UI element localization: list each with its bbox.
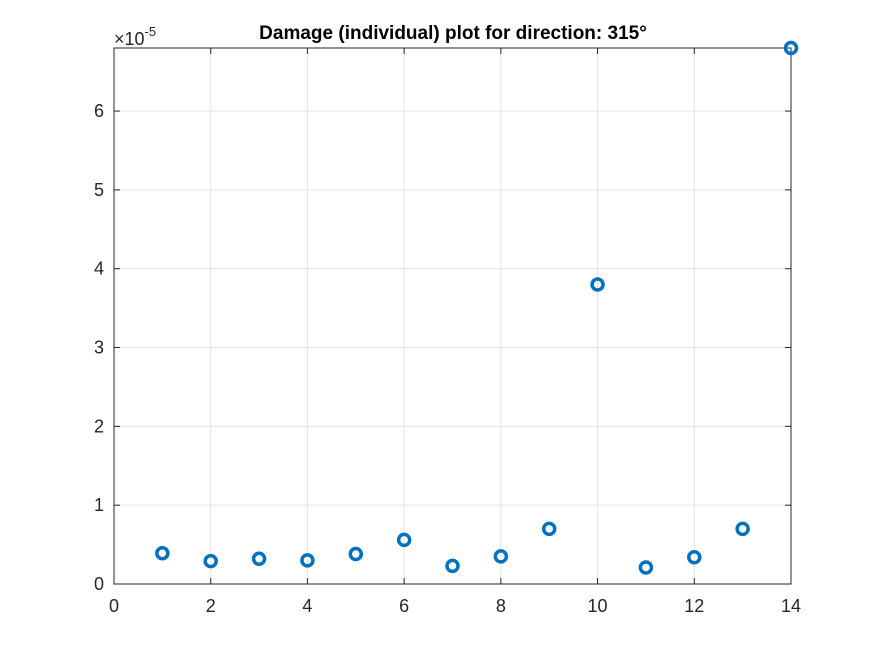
y-tick-label: 4	[94, 259, 104, 279]
axes-box	[113, 47, 792, 585]
x-tick-label: 10	[588, 596, 608, 616]
data-point	[687, 549, 702, 565]
data-point	[541, 521, 557, 537]
chart-title: Damage (individual) plot for direction: …	[259, 23, 647, 44]
data-point	[445, 558, 460, 574]
marker-layer	[155, 40, 799, 575]
y-tick-label: 6	[94, 101, 104, 121]
x-tick-label: 2	[206, 596, 216, 616]
data-point	[638, 560, 654, 575]
x-tick-label: 8	[496, 596, 506, 616]
y-exponent-power: -5	[145, 24, 157, 39]
data-point	[203, 553, 218, 569]
y-exponent-base: ×10	[114, 29, 145, 49]
y-tick-label: 1	[94, 495, 104, 515]
data-point	[590, 277, 605, 292]
y-tick-label: 0	[94, 574, 104, 594]
tick-layer	[113, 48, 792, 585]
x-tick-label: 14	[781, 596, 801, 616]
x-tick-label: 0	[109, 596, 119, 616]
y-exponent-label: ×10-5	[114, 24, 156, 49]
data-point	[783, 40, 799, 56]
y-tick-label: 2	[94, 416, 104, 436]
data-point	[300, 553, 315, 568]
data-point	[155, 546, 170, 561]
y-tick-label: 3	[94, 338, 104, 358]
x-tick-label: 4	[302, 596, 312, 616]
data-point	[396, 532, 412, 548]
grid-layer	[113, 48, 792, 585]
x-tick-label: 6	[399, 596, 409, 616]
x-tick-label: 12	[684, 596, 704, 616]
data-point	[493, 549, 509, 564]
data-point	[348, 546, 364, 562]
y-tick-label: 5	[94, 180, 104, 200]
data-point	[735, 521, 750, 537]
data-point	[251, 551, 267, 567]
